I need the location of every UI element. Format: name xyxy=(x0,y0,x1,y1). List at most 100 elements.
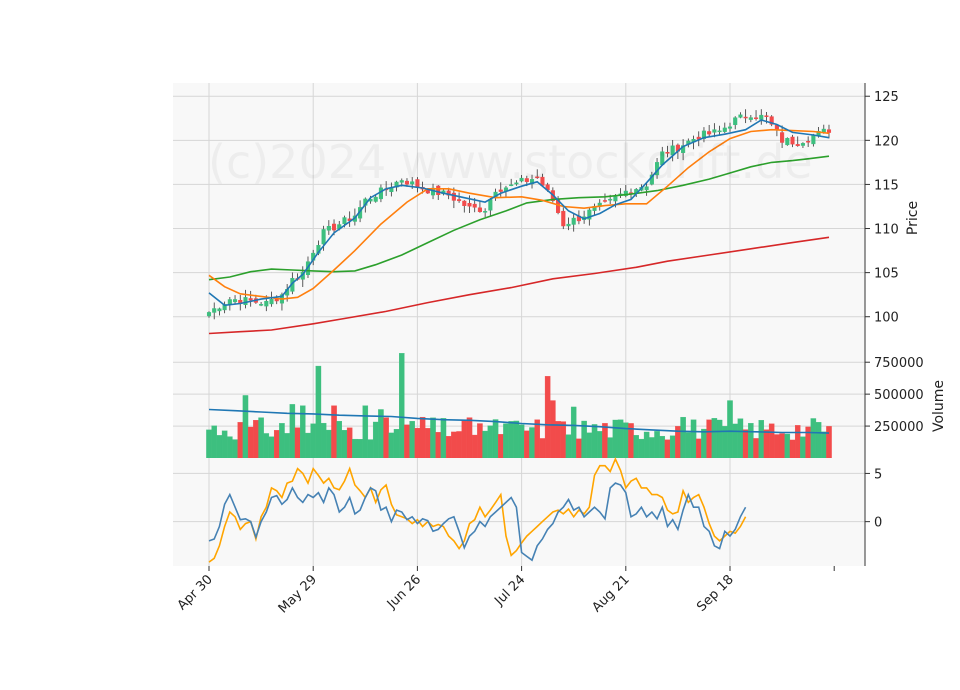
volume-bar xyxy=(597,431,603,459)
volume-bar xyxy=(451,431,457,459)
volume-bar xyxy=(294,427,301,459)
candle-body xyxy=(754,117,759,119)
volume-axis-title: Volume xyxy=(931,380,947,432)
x-tick-label: May 29 xyxy=(276,572,320,616)
candle-body xyxy=(743,116,748,119)
x-tick-label: Jul 24 xyxy=(491,572,528,609)
x-tick-label: Jun 26 xyxy=(384,572,424,612)
volume-bar xyxy=(800,436,806,459)
volume-bar xyxy=(430,417,436,459)
price-tick-label: 125 xyxy=(874,90,899,105)
volume-bar xyxy=(701,428,707,459)
volume-bar xyxy=(711,418,718,459)
volume-bar xyxy=(284,433,290,459)
candle-body xyxy=(373,196,378,202)
volume-bar xyxy=(247,426,254,459)
volume-bar xyxy=(425,428,431,459)
price-tick-label: 115 xyxy=(874,178,899,193)
volume-bar xyxy=(477,423,483,459)
candle-body xyxy=(509,184,514,187)
volume-bar xyxy=(326,429,332,459)
volume-bar xyxy=(649,437,655,459)
candle-body xyxy=(800,143,805,146)
volume-bar xyxy=(445,436,452,459)
volume-bar xyxy=(315,365,322,459)
volume-bar xyxy=(821,431,827,459)
volume-bar xyxy=(758,420,765,459)
volume-bar xyxy=(784,433,791,459)
volume-bar xyxy=(690,419,697,459)
candle-body xyxy=(217,308,222,312)
volume-panel: 250000 500000 750000 xyxy=(173,352,924,459)
oscillator-panel-background xyxy=(173,458,865,566)
candle-body xyxy=(519,177,524,182)
volume-bar xyxy=(331,405,337,459)
candle-body xyxy=(587,209,592,220)
price-tick-label: 105 xyxy=(874,267,899,282)
volume-bar xyxy=(414,427,421,459)
candle-body xyxy=(748,117,753,120)
oscillator-tick-label: 5 xyxy=(874,467,882,482)
watermark: (c)2024 www.stockdrift.de xyxy=(208,135,813,189)
oscillator-tick-label: 0 xyxy=(874,516,882,531)
candle-body xyxy=(571,217,576,225)
volume-bar xyxy=(263,433,270,459)
candle-body xyxy=(269,299,274,305)
candle-body xyxy=(472,203,477,208)
volume-bar xyxy=(471,434,478,459)
candle-body xyxy=(561,210,566,227)
x-tick-label: Aug 21 xyxy=(589,572,632,615)
candle-body xyxy=(467,202,472,207)
candle-body xyxy=(462,200,467,206)
volume-bar xyxy=(216,435,223,459)
volume-bar xyxy=(586,432,593,459)
volume-bar xyxy=(440,418,447,459)
volume-bar xyxy=(550,400,556,459)
candle-body xyxy=(701,130,707,139)
volume-bar xyxy=(336,421,342,459)
price-tick-label: 110 xyxy=(874,223,899,238)
volume-bar xyxy=(805,426,811,459)
volume-bar xyxy=(602,423,608,459)
volume-bar xyxy=(529,427,535,459)
candle-body xyxy=(785,138,790,146)
volume-bar xyxy=(565,434,572,459)
volume-bar xyxy=(206,429,212,459)
volume-bar xyxy=(576,438,582,459)
volume-bar xyxy=(732,423,738,459)
volume-bar xyxy=(774,434,780,459)
volume-bar xyxy=(685,432,692,459)
candle-body xyxy=(602,200,608,202)
volume-bar xyxy=(362,405,369,459)
candle-body xyxy=(738,114,743,118)
volume-bar xyxy=(716,419,723,459)
price-axis-title: Price xyxy=(905,201,921,235)
volume-bar xyxy=(346,427,353,459)
volume-tick-label: 750000 xyxy=(874,356,924,371)
volume-bar xyxy=(503,423,509,459)
volume-bar xyxy=(779,433,785,459)
volume-bar xyxy=(461,420,468,459)
volume-bar xyxy=(555,421,561,459)
volume-bar xyxy=(388,432,395,459)
volume-bar xyxy=(367,439,374,459)
candle-body xyxy=(608,198,613,201)
volume-bar xyxy=(638,438,645,459)
volume-bar xyxy=(753,438,759,459)
candle-body xyxy=(233,299,238,303)
candle-body xyxy=(483,211,488,213)
volume-bar xyxy=(341,430,348,459)
volume-bar xyxy=(826,426,832,459)
candle-body xyxy=(759,114,764,120)
candle-body xyxy=(410,181,415,185)
volume-bar xyxy=(680,416,686,459)
volume-bar xyxy=(211,425,217,459)
volume-bar xyxy=(737,418,744,459)
volume-bar xyxy=(383,417,389,459)
volume-bar xyxy=(560,421,567,459)
oscillator-main-line xyxy=(208,482,747,562)
volume-bar xyxy=(518,424,525,459)
x-tick-label: Apr 30 xyxy=(175,572,216,613)
candle-body xyxy=(248,298,253,301)
volume-bar xyxy=(289,404,296,459)
